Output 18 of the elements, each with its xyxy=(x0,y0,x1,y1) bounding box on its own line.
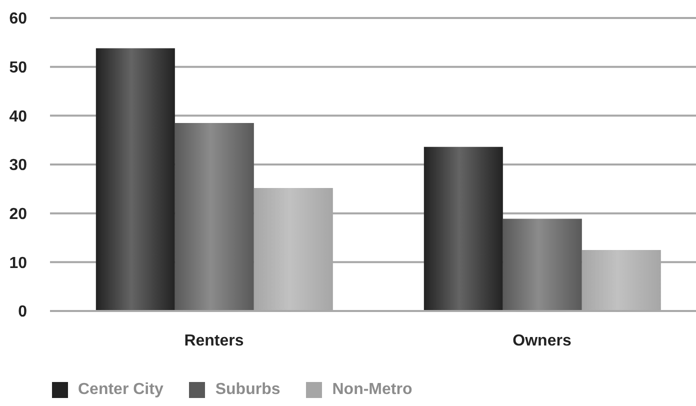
x-tick-label: Renters xyxy=(184,332,244,350)
y-tick-label: 20 xyxy=(9,206,28,224)
y-tick-label: 40 xyxy=(9,108,28,126)
y-tick-label: 10 xyxy=(9,254,28,272)
bar xyxy=(174,122,254,311)
bar xyxy=(96,48,175,311)
y-tick-label: 50 xyxy=(9,60,28,77)
bar xyxy=(424,146,503,311)
y-tick-label: 0 xyxy=(18,304,28,321)
bar xyxy=(254,188,333,311)
legend-label: Non-Metro xyxy=(332,381,412,399)
bar xyxy=(582,250,661,311)
legend-label: Center City xyxy=(78,381,164,399)
x-tick-label: Owners xyxy=(512,332,572,350)
y-tick-label: 60 xyxy=(9,10,28,28)
y-tick-label: 30 xyxy=(9,157,28,174)
bar xyxy=(502,218,582,311)
legend-label: Suburbs xyxy=(215,381,280,399)
